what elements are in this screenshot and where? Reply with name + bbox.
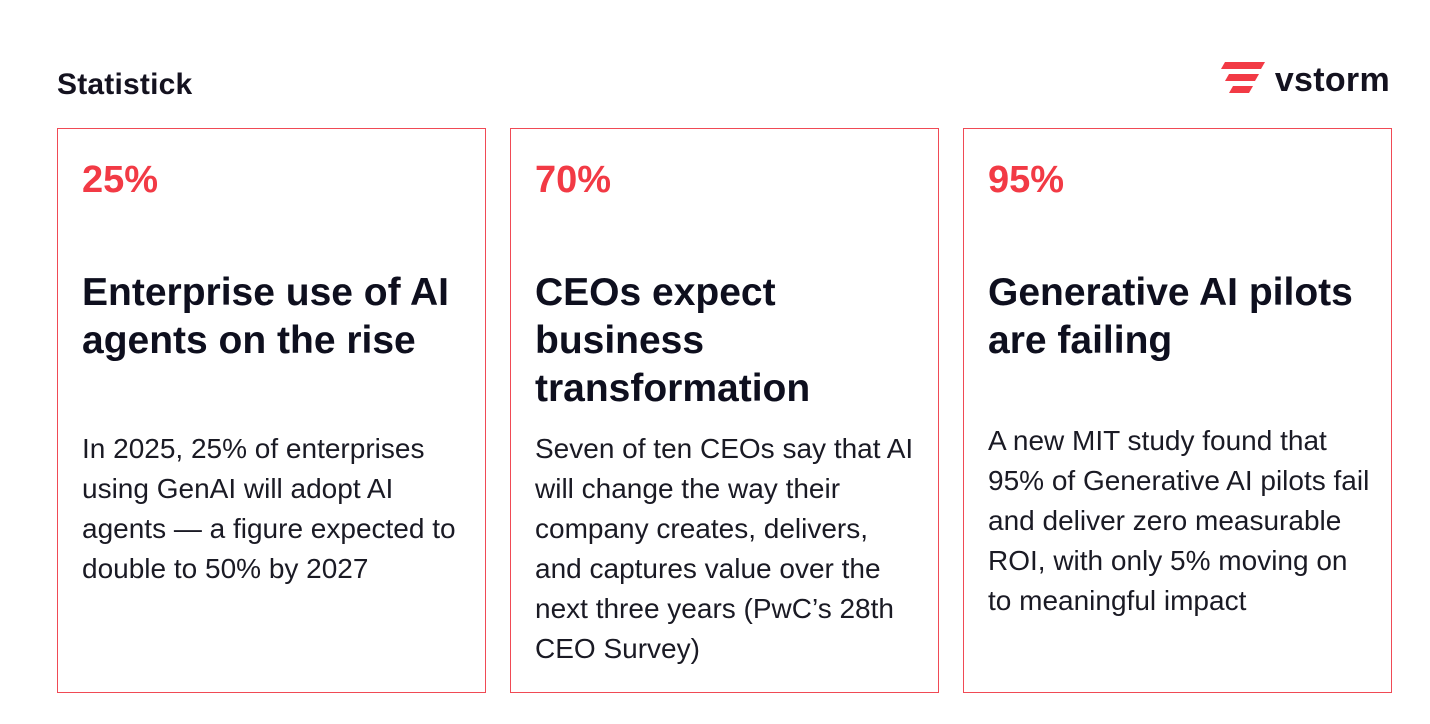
card-title: Generative AI pilots are failing [988,271,1353,362]
stat-cards: 25% Enterprise use of AI agents on the r… [57,128,1392,693]
stat-card-enterprise-ai-agents: 25% Enterprise use of AI agents on the r… [57,128,486,693]
vstorm-logo-icon [1220,62,1265,93]
logo-wordmark: vstorm [1274,61,1390,99]
card-title: CEOs expect business transformation [535,271,811,410]
stat-card-genai-pilots: 95% Generative AI pilots are failing A n… [963,128,1392,693]
card-description: Seven of ten CEOs say that AI will chang… [535,433,914,664]
stat-value: 25% [82,159,159,201]
card-title: Enterprise use of AI agents on the rise [82,271,449,362]
stat-value: 95% [988,159,1065,201]
card-description: In 2025, 25% of enterprises using GenAI … [82,433,456,584]
card-description: A new MIT study found that 95% of Genera… [988,425,1370,616]
stat-card-ceo-transformation: 70% CEOs expect business transformation … [510,128,939,693]
logo: vstorm [1219,62,1390,98]
stat-value: 70% [535,159,612,201]
page-title: Statistick [57,68,193,101]
